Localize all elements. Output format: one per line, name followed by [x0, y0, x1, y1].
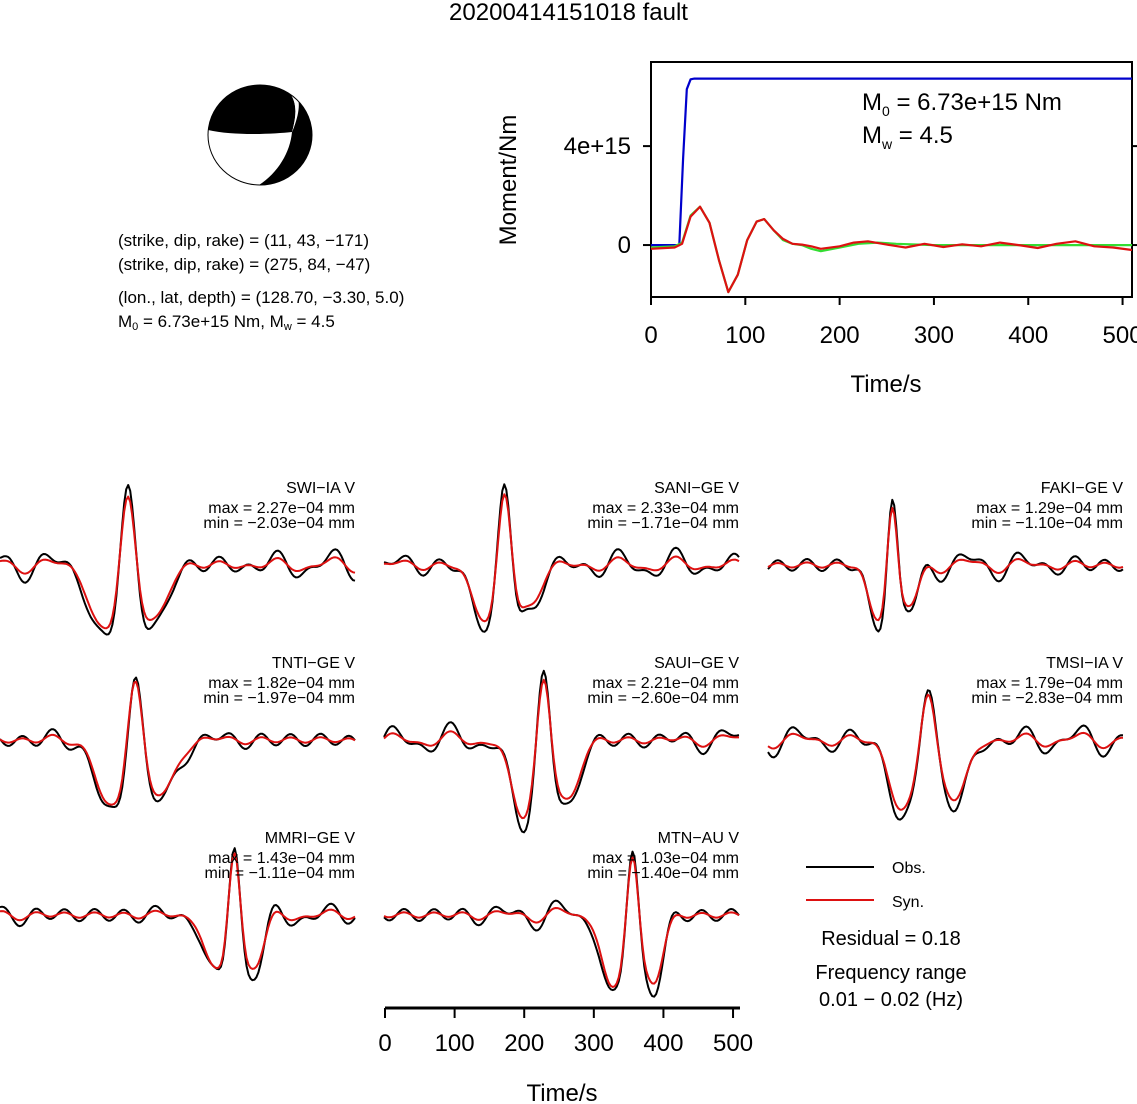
station-label-5: TMSI−IA V: [1046, 655, 1123, 672]
legend-obs-label: Obs.: [892, 860, 926, 877]
wave-xtick-label-4: 400: [643, 1030, 683, 1057]
moment-xtick-label-2: 200: [820, 322, 860, 349]
station-min-3: min = −1.97e−04 mm: [203, 690, 355, 707]
page-title: 20200414151018 fault: [449, 0, 688, 26]
moment-plot: M0 = 6.73e+15 Nm Mw = 4.5 Moment/Nm Time…: [495, 61, 1137, 398]
waveform-syn-1: [383, 493, 740, 623]
station-max-0: max = 2.27e−04 mm: [208, 500, 355, 517]
wave-xlabel: Time/s: [526, 1080, 597, 1104]
moment-xtick-label-4: 400: [1008, 322, 1048, 349]
mechanism-line-3: (lon., lat, depth) = (128.70, −3.30, 5.0…: [118, 288, 405, 307]
mechanism-line-2: (strike, dip, rake) = (275, 84, −47): [118, 255, 371, 274]
waveform-obs-2: [767, 498, 1124, 633]
station-max-4: max = 2.21e−04 mm: [592, 675, 739, 692]
station-label-1: SANI−GE V: [654, 480, 739, 497]
station-max-3: max = 1.82e−04 mm: [208, 675, 355, 692]
waveform-syn-0: [0, 495, 356, 630]
station-min-5: min = −2.83e−04 mm: [971, 690, 1123, 707]
frequency-label: Frequency range: [815, 962, 966, 984]
station-label-7: MTN−AU V: [658, 830, 740, 847]
moment-xtick-label-0: 0: [644, 322, 657, 349]
moment-ytick-label-1: 4e+15: [564, 133, 631, 160]
wave-xtick-label-1: 100: [435, 1030, 475, 1057]
wave-xtick-label-3: 300: [574, 1030, 614, 1057]
moment-plot-frame: [650, 61, 1133, 298]
station-min-1: min = −1.71e−04 mm: [587, 515, 739, 532]
station-min-4: min = −2.60e−04 mm: [587, 690, 739, 707]
waveform-syn-4: [383, 678, 739, 820]
station-max-2: max = 1.29e−04 mm: [976, 500, 1123, 517]
wave-xtick-label-5: 500: [713, 1030, 753, 1057]
station-max-5: max = 1.79e−04 mm: [976, 675, 1123, 692]
waveform-obs-4: [383, 669, 740, 834]
waveform-syn-3: [0, 680, 356, 806]
station-min-7: min = −1.40e−04 mm: [587, 865, 739, 882]
mechanism-line-1: (strike, dip, rake) = (11, 43, −171): [118, 231, 370, 250]
legend-syn-label: Syn.: [892, 894, 924, 911]
station-label-6: MMRI−GE V: [265, 830, 356, 847]
moment-xlabel: Time/s: [850, 371, 921, 398]
station-label-4: SAUI−GE V: [654, 655, 739, 672]
waveform-syn-6: [0, 852, 356, 970]
moment-xtick-label-5: 500: [1103, 322, 1137, 349]
waveform-obs-3: [0, 676, 356, 808]
beachball-icon: [207, 84, 313, 186]
moment-ytick-label-0: 0: [618, 232, 631, 259]
station-label-0: SWI−IA V: [286, 480, 355, 497]
moment-xtick-label-1: 100: [725, 322, 765, 349]
station-label-2: FAKI−GE V: [1041, 480, 1124, 497]
moment-series-2: [650, 205, 1133, 294]
wave-xtick-label-2: 200: [504, 1030, 544, 1057]
waveform-obs-1: [383, 483, 740, 633]
moment-mw-label: Mw = 4.5: [862, 122, 953, 152]
moment-ylabel: Moment/Nm: [495, 115, 522, 246]
mechanism-line-4: M0 = 6.73e+15 Nm, Mw = 4.5: [118, 312, 335, 333]
station-min-0: min = −2.03e−04 mm: [203, 515, 355, 532]
station-label-3: TNTI−GE V: [272, 655, 355, 672]
station-min-2: min = −1.10e−04 mm: [971, 515, 1123, 532]
waveform-syn-7: [383, 856, 740, 988]
waveform-obs-5: [767, 689, 1124, 821]
waveform-syn-2: [767, 506, 1124, 622]
residual-label: Residual = 0.18: [821, 928, 961, 950]
station-max-1: max = 2.33e−04 mm: [592, 500, 739, 517]
waveform-syn-5: [767, 693, 1124, 811]
station-max-6: max = 1.43e−04 mm: [208, 850, 355, 867]
wave-xtick-label-0: 0: [378, 1030, 391, 1057]
frequency-value: 0.01 − 0.02 (Hz): [819, 989, 963, 1011]
moment-m0-label: M0 = 6.73e+15 Nm: [862, 89, 1062, 119]
station-max-7: max = 1.03e−04 mm: [592, 850, 739, 867]
moment-xtick-label-3: 300: [914, 322, 954, 349]
station-min-6: min = −1.11e−04 mm: [205, 865, 355, 882]
